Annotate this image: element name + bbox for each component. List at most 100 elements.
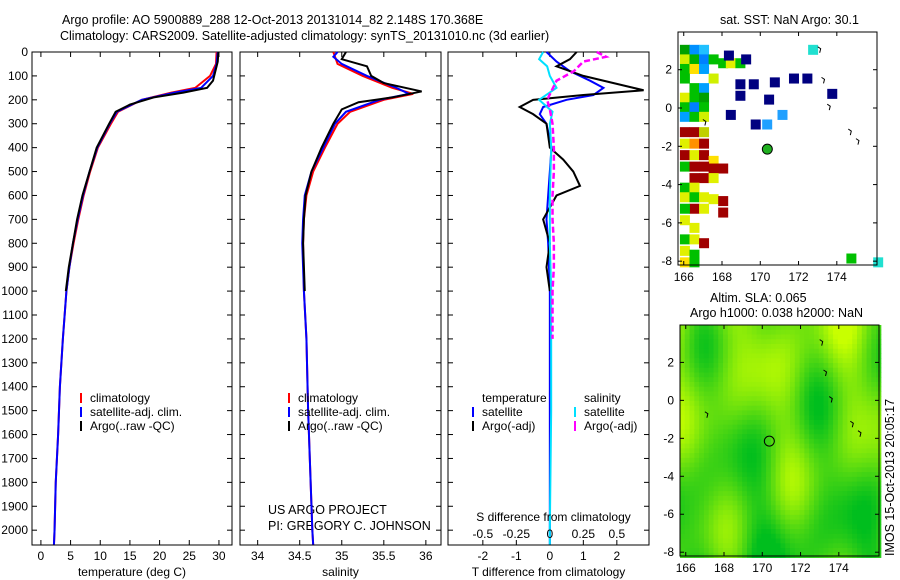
sla-cell (804, 396, 810, 402)
sla-cell (871, 552, 877, 558)
sla-cell (852, 339, 858, 345)
sla-cell (699, 424, 705, 430)
sla-cell (699, 533, 705, 539)
sla-cell (746, 429, 753, 435)
sla-cell (751, 391, 757, 397)
sla-cell (828, 405, 834, 411)
sla-cell (718, 343, 724, 350)
legend-swatch (80, 421, 82, 431)
sla-cell (833, 348, 839, 354)
sla-cell (718, 410, 724, 416)
sla-cell (756, 538, 762, 544)
sla-cell (708, 419, 714, 426)
sla-cell (804, 424, 810, 430)
sla-cell (684, 410, 690, 416)
sla-cell (794, 543, 801, 549)
sla-cell (694, 538, 700, 544)
sla-cell (737, 543, 743, 549)
sst-cell (708, 73, 719, 84)
sst-cell (689, 192, 700, 203)
sla-cell (703, 533, 710, 539)
sla-cell (761, 405, 767, 411)
sla-cell (837, 400, 844, 407)
sla-cell (727, 443, 734, 449)
argo-position-marker (763, 435, 775, 447)
sla-cell (680, 386, 686, 392)
sla-cell (723, 529, 729, 535)
sla-cell (756, 358, 762, 364)
sla-cell (770, 386, 777, 392)
sla-cell (694, 543, 700, 549)
sla-cell (756, 443, 762, 449)
sla-cell (852, 519, 858, 525)
sla-cell (713, 538, 719, 544)
sla-cell (833, 325, 839, 331)
y-tick-label: 2000 (1, 523, 28, 537)
sla-cell (856, 353, 863, 359)
sla-cell (766, 434, 772, 440)
sla-cell (847, 362, 853, 369)
sla-cell (761, 514, 767, 521)
sla-cell (727, 505, 734, 511)
sla-cell (847, 472, 853, 478)
sla-cell (680, 514, 686, 521)
sla-cell (713, 429, 719, 435)
sla-cell (852, 362, 858, 369)
sla-cell (823, 500, 829, 506)
sla-cell (770, 329, 777, 335)
sla-cell (737, 429, 743, 435)
sla-cell (828, 400, 834, 407)
sla-cell (775, 348, 781, 354)
sla-cell (680, 391, 686, 397)
sla-cell (770, 358, 777, 364)
sla-cell (818, 495, 824, 502)
legend-label: Argo(-adj) (482, 419, 535, 433)
sla-cell (794, 524, 801, 530)
sla-cell (689, 510, 695, 516)
sla-cell (775, 491, 781, 497)
sla-cell (856, 443, 863, 449)
sla-cell (794, 462, 801, 468)
sla-cell (727, 415, 734, 421)
sla-cell (737, 377, 743, 383)
sla-cell (837, 462, 844, 468)
sla-cell (780, 448, 786, 454)
sla-cell (842, 514, 848, 521)
x-tick-label: 0 (38, 549, 45, 563)
sla-cell (818, 434, 824, 440)
sla-cell (770, 372, 777, 378)
sla-cell (785, 500, 791, 506)
sla-cell (708, 472, 714, 478)
sla-cell (780, 438, 786, 445)
sla-cell (790, 491, 796, 497)
sla-cell (680, 343, 686, 350)
sla-cell (766, 415, 772, 421)
sst-cell (689, 127, 700, 138)
sla-cell (799, 538, 805, 544)
sla-cell (746, 543, 753, 549)
sla-cell (833, 334, 839, 340)
sla-cell (785, 486, 791, 492)
sla-cell (684, 533, 690, 539)
sla-cell (823, 519, 829, 525)
sla-cell (708, 552, 714, 558)
sla-cell (799, 448, 805, 454)
sla-cell (813, 538, 820, 544)
sla-cell (689, 472, 695, 478)
sla-cell (732, 457, 738, 464)
sla-cell (804, 486, 810, 492)
sla-cell (837, 472, 844, 478)
sla-cell (785, 410, 791, 416)
sla-cell (775, 429, 781, 435)
sla-cell (732, 462, 738, 468)
lon-tick-label: 170 (750, 270, 770, 284)
sst-cell (699, 173, 710, 184)
sla-cell (866, 476, 872, 483)
sla-cell (856, 438, 863, 445)
sla-cell (718, 524, 724, 530)
lat-tick-label: -8 (663, 545, 674, 559)
sla-cell (799, 434, 805, 440)
sla-cell (833, 372, 839, 378)
sla-cell (842, 467, 848, 473)
sla-cell (809, 448, 815, 454)
